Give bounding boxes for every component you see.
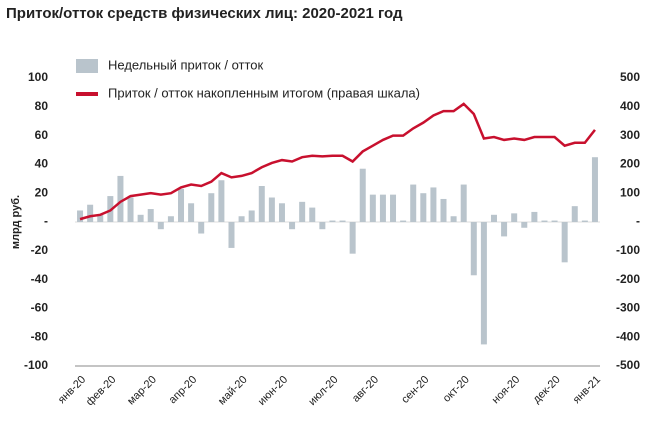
x-tick-label: июн-20 [256, 374, 290, 408]
bar [278, 203, 285, 222]
y-tick-label: - [44, 214, 48, 228]
bar [137, 214, 144, 222]
bar [319, 222, 326, 230]
bar [490, 214, 497, 222]
x-tick-label: ноя-20 [490, 374, 523, 407]
chart-title: Приток/отток средств физических лиц: 202… [6, 5, 403, 22]
bar [258, 186, 265, 222]
bar [531, 211, 538, 222]
legend-label: Недельный приток / отток [108, 57, 264, 72]
bar [359, 168, 366, 222]
y-tick-label: -80 [31, 329, 49, 343]
bar [410, 184, 417, 222]
y2-tick-label: 300 [620, 128, 640, 142]
x-tick-label: окт-20 [441, 374, 472, 405]
bar [551, 220, 558, 222]
bar [289, 222, 296, 230]
bar [238, 216, 245, 222]
x-tick-label: апр-20 [167, 374, 200, 407]
bar [248, 210, 255, 222]
bar [460, 184, 467, 222]
bar [188, 203, 195, 222]
bar [501, 222, 508, 237]
bar [400, 220, 407, 222]
bar [87, 204, 94, 222]
y-tick-label: 100 [28, 70, 48, 84]
y2-tick-label: - [636, 214, 640, 228]
bar [541, 220, 548, 222]
bar [117, 175, 124, 222]
y-tick-label: -60 [31, 301, 49, 315]
bar [369, 194, 376, 222]
bar [390, 194, 397, 222]
bar [450, 216, 457, 222]
y2-tick-label: -500 [616, 358, 640, 372]
legend-label: Приток / отток накопленным итогом (права… [108, 85, 420, 100]
legend-swatch [76, 59, 98, 73]
y2-tick-label: -200 [616, 272, 640, 286]
y2-tick-label: 200 [620, 157, 640, 171]
y-tick-label: 60 [35, 128, 49, 142]
bar [218, 180, 225, 222]
bar [268, 197, 275, 222]
y2-tick-label: 500 [620, 70, 640, 84]
bar [511, 213, 518, 222]
y-tick-label: 20 [35, 185, 49, 199]
y-tick-label: -20 [31, 243, 49, 257]
bar [480, 222, 487, 345]
bar [178, 188, 185, 222]
bar [430, 187, 437, 222]
bar [147, 209, 154, 222]
bar [420, 193, 427, 222]
bar [521, 222, 528, 228]
line [79, 102, 596, 221]
x-tick-label: дек-20 [531, 374, 563, 406]
x-tick-label: янв-20 [56, 374, 88, 406]
bar [157, 222, 164, 230]
x-tick-label: янв-21 [571, 374, 603, 406]
bar [339, 220, 346, 222]
x-tick-label: мар-20 [125, 374, 159, 408]
x-tick-label: май-20 [216, 374, 250, 408]
bar [561, 222, 568, 263]
legend-swatch [76, 92, 98, 96]
y2-tick-label: 400 [620, 99, 640, 113]
bar [581, 220, 588, 222]
bar [470, 222, 477, 276]
y-tick-label: 40 [35, 157, 49, 171]
y2-tick-label: -400 [616, 329, 640, 343]
bar [77, 210, 84, 222]
x-tick-label: июл-20 [306, 374, 340, 408]
bar [571, 206, 578, 222]
bar [591, 157, 598, 222]
y-tick-label: 80 [35, 99, 49, 113]
bar [198, 222, 205, 234]
x-tick-label: авг-20 [350, 374, 381, 405]
bar [299, 201, 306, 222]
bar [440, 198, 447, 222]
x-tick-label: фев-20 [84, 374, 119, 409]
y-tick-label: -100 [24, 358, 48, 372]
bar [309, 207, 316, 222]
y2-tick-label: -300 [616, 301, 640, 315]
bar [228, 222, 235, 248]
bar [208, 193, 215, 222]
bar [127, 197, 134, 222]
y-axis-label: млрд руб. [10, 195, 22, 249]
bar [379, 194, 386, 222]
bar [167, 216, 174, 222]
bar [97, 214, 104, 222]
bar [349, 222, 356, 254]
x-tick-label: сен-20 [399, 374, 431, 406]
y2-tick-label: 100 [620, 185, 640, 199]
y-tick-label: -40 [31, 272, 49, 286]
y2-tick-label: -100 [616, 243, 640, 257]
bar [329, 220, 336, 222]
